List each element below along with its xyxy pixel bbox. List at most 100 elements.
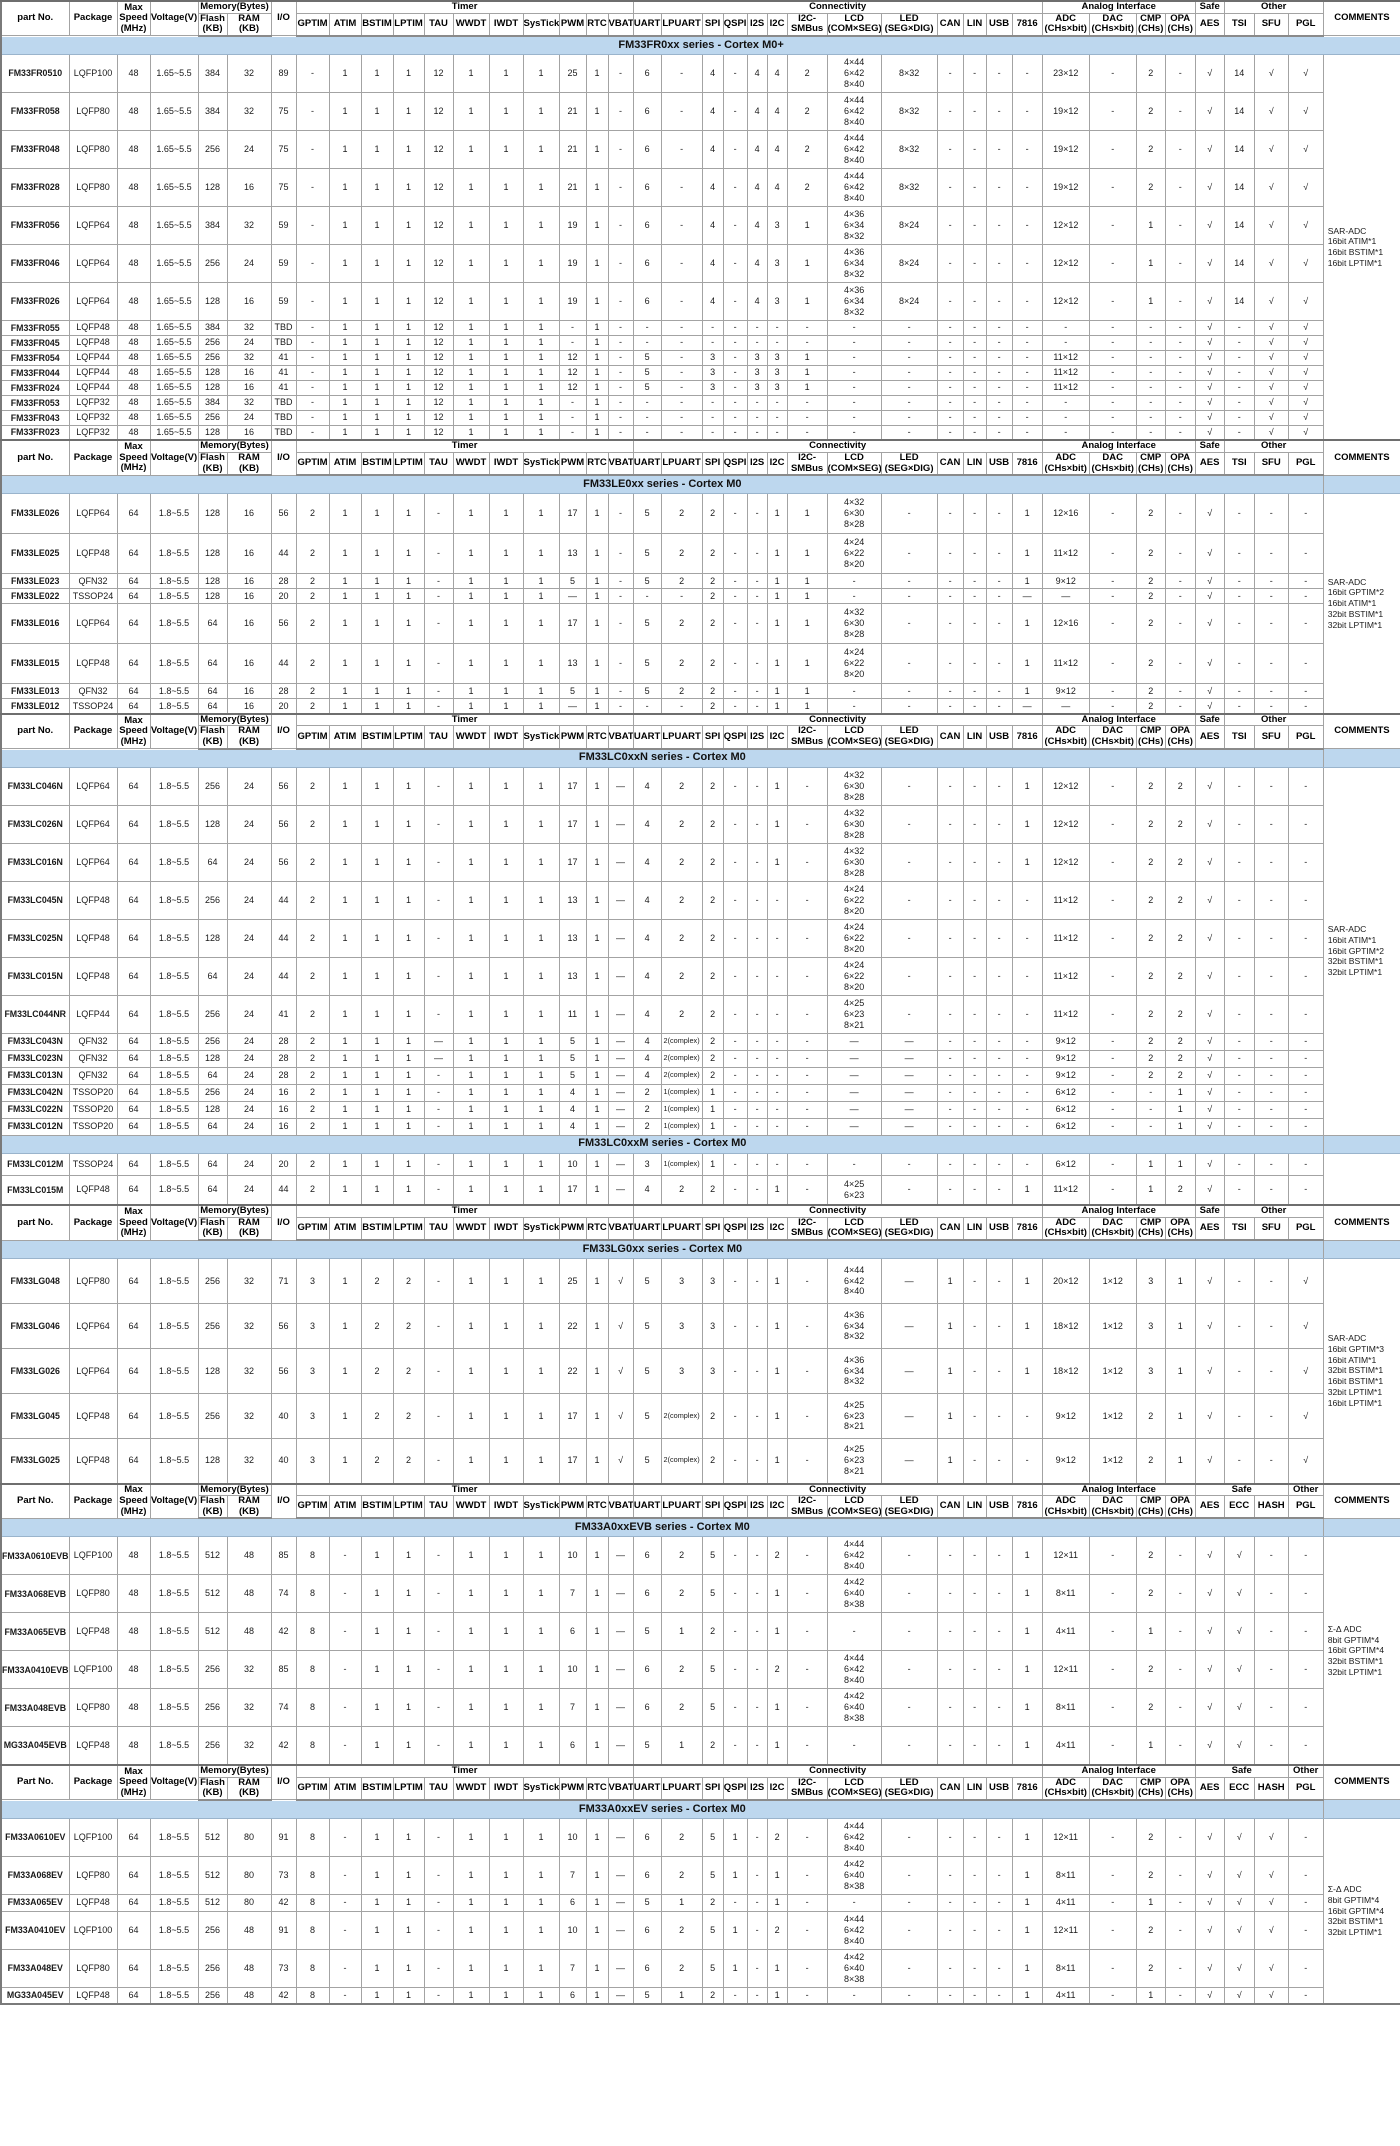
cell-can: - xyxy=(936,1612,964,1652)
cell-other-1: - xyxy=(1223,643,1255,685)
cell-ram-kb: 16 xyxy=(226,364,272,381)
cell-voltage: 1.65~5.5 xyxy=(149,167,199,207)
col-header-conn-2: SPI xyxy=(701,1216,724,1241)
cell-adc: 12×12 xyxy=(1041,766,1090,806)
cell-lptim: 1 xyxy=(392,1948,425,1988)
cell-lptim: 1 xyxy=(392,1688,425,1728)
cell-tau: - xyxy=(423,533,454,575)
col-header-conn-10: LIN xyxy=(962,1776,987,1801)
cell-lptim: 1 xyxy=(392,956,425,996)
cell-ram-kb: 24 xyxy=(226,1117,272,1136)
cell-bstim: 1 xyxy=(360,281,394,321)
cell-i2c: 3 xyxy=(766,243,788,283)
cell-systick: 1 xyxy=(522,956,560,996)
cell-lcd: 4×36 6×34 8×32 xyxy=(826,243,882,283)
cell-systick: 1 xyxy=(522,766,560,806)
cell-safe-1: √ xyxy=(1194,205,1225,245)
cell-voltage: 1.8~5.5 xyxy=(149,1152,199,1176)
cell-pwm: 21 xyxy=(558,129,587,169)
cell-ram-kb: 24 xyxy=(226,1049,272,1068)
cell-lcd: 4×32 6×30 8×28 xyxy=(826,603,882,645)
cell-other-3: - xyxy=(1287,1174,1324,1206)
cell-package: LQFP64 xyxy=(68,281,118,321)
cell-iwdt: 1 xyxy=(488,1348,524,1394)
cell-can: - xyxy=(936,956,964,996)
cell-usb: - xyxy=(985,804,1013,844)
col-header-conn-10: LIN xyxy=(962,1495,987,1520)
cell-lpuart: 2 xyxy=(660,804,703,844)
cell-part-no: FM33FR043 xyxy=(0,409,70,426)
table-row: FM33LG045 LQFP48 64 1.8~5.5 256 32 40 3 1 2 2-1 1 1 1… xyxy=(0,1393,1400,1439)
cell-can: 1 xyxy=(936,1393,964,1439)
cell-safe-1: √ xyxy=(1194,842,1225,882)
cell-lpuart: - xyxy=(660,91,703,131)
cell-part-no: FM33FR023 xyxy=(0,424,70,441)
col-header-conn-7: LCD (COM×SEG) xyxy=(826,1495,882,1520)
cell-rtc: 1 xyxy=(585,379,609,396)
cell-i2s: - xyxy=(746,804,768,844)
cell-other-1: √ xyxy=(1223,1536,1255,1576)
cell-ram-kb: 24 xyxy=(226,243,272,283)
col-header-conn-2: SPI xyxy=(701,452,724,477)
cell-other-3: - xyxy=(1287,1117,1324,1136)
cell-cmp: 2 xyxy=(1135,588,1166,605)
cell-iwdt: 1 xyxy=(488,1117,524,1136)
col-header-vbat: VBAT xyxy=(607,12,634,37)
cell-i2c-smbus: - xyxy=(786,1726,828,1766)
cell-i2s: - xyxy=(746,1117,768,1136)
cell-part-no: FM33LC013N xyxy=(0,1066,70,1085)
cell-pwm: 4 xyxy=(558,1083,587,1102)
cell-other-1: - xyxy=(1223,409,1255,426)
col-header-atim: ATIM xyxy=(328,1495,362,1520)
cell-max-speed: 48 xyxy=(116,424,151,441)
cell-qspi: - xyxy=(722,281,748,321)
cell-other-2: - xyxy=(1253,1083,1289,1102)
cell-tau: - xyxy=(423,766,454,806)
cell-atim: - xyxy=(328,1817,362,1857)
cell-safe-1: √ xyxy=(1194,167,1225,207)
cell-gptim: 3 xyxy=(295,1258,330,1304)
col-header-pwm: PWM xyxy=(558,1776,587,1801)
cell-led: - xyxy=(880,1910,938,1950)
cell-max-speed: 64 xyxy=(116,1948,151,1988)
cell-other-2: √ xyxy=(1253,334,1289,351)
cell-voltage: 1.8~5.5 xyxy=(149,766,199,806)
cell-7816: - xyxy=(1011,243,1043,283)
cell-lpuart: 2(complex) xyxy=(660,1049,703,1068)
cell-flash-kb: 64 xyxy=(197,698,228,715)
cell-lcd: - xyxy=(826,394,882,411)
cell-i2c-smbus: 2 xyxy=(786,167,828,207)
cell-i2c-smbus: - xyxy=(786,1393,828,1439)
cell-opa: - xyxy=(1164,603,1196,645)
cell-other-2: √ xyxy=(1253,281,1289,321)
col-header-lptim: LPTIM xyxy=(392,452,425,477)
cell-io: 44 xyxy=(270,918,297,958)
cell-7816: - xyxy=(1011,129,1043,169)
col-header-conn-7: LCD (COM×SEG) xyxy=(826,1776,882,1801)
cell-io: 56 xyxy=(270,842,297,882)
cell-ram-kb: 32 xyxy=(226,91,272,131)
cell-lptim: 1 xyxy=(392,1726,425,1766)
cell-tau: 12 xyxy=(423,379,454,396)
cell-spi: 5 xyxy=(701,1574,724,1614)
header-row-groups: Part No. Package Max Speed (MHz) Voltage(V)… xyxy=(0,1763,1400,1801)
cell-other-1: - xyxy=(1223,1100,1255,1119)
cell-atim: 1 xyxy=(328,205,362,245)
cell-lpuart: 2 xyxy=(660,603,703,645)
cell-pwm: 5 xyxy=(558,683,587,700)
cell-rtc: 1 xyxy=(585,683,609,700)
cell-vbat: √ xyxy=(607,1303,634,1349)
cell-lptim: 1 xyxy=(392,1986,425,2005)
cell-vbat: - xyxy=(607,394,634,411)
group-header-memory: Memory(Bytes) xyxy=(197,1763,272,1778)
cell-atim: 1 xyxy=(328,1032,362,1051)
cell-ram-kb: 32 xyxy=(226,319,272,336)
cell-lcd: 4×36 6×34 8×32 xyxy=(826,1303,882,1349)
cell-i2c: 1 xyxy=(766,1688,788,1728)
cell-led: — xyxy=(880,1083,938,1102)
header-row-groups: Part No. Package Max Speed (MHz) Voltage(V)… xyxy=(0,1482,1400,1519)
cell-rtc: 1 xyxy=(585,349,609,366)
cell-other-2: √ xyxy=(1253,319,1289,336)
cell-gptim: 2 xyxy=(295,1049,330,1068)
cell-wwdt: 1 xyxy=(452,1100,490,1119)
